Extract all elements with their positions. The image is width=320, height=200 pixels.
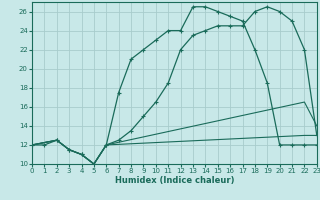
X-axis label: Humidex (Indice chaleur): Humidex (Indice chaleur) — [115, 176, 234, 185]
